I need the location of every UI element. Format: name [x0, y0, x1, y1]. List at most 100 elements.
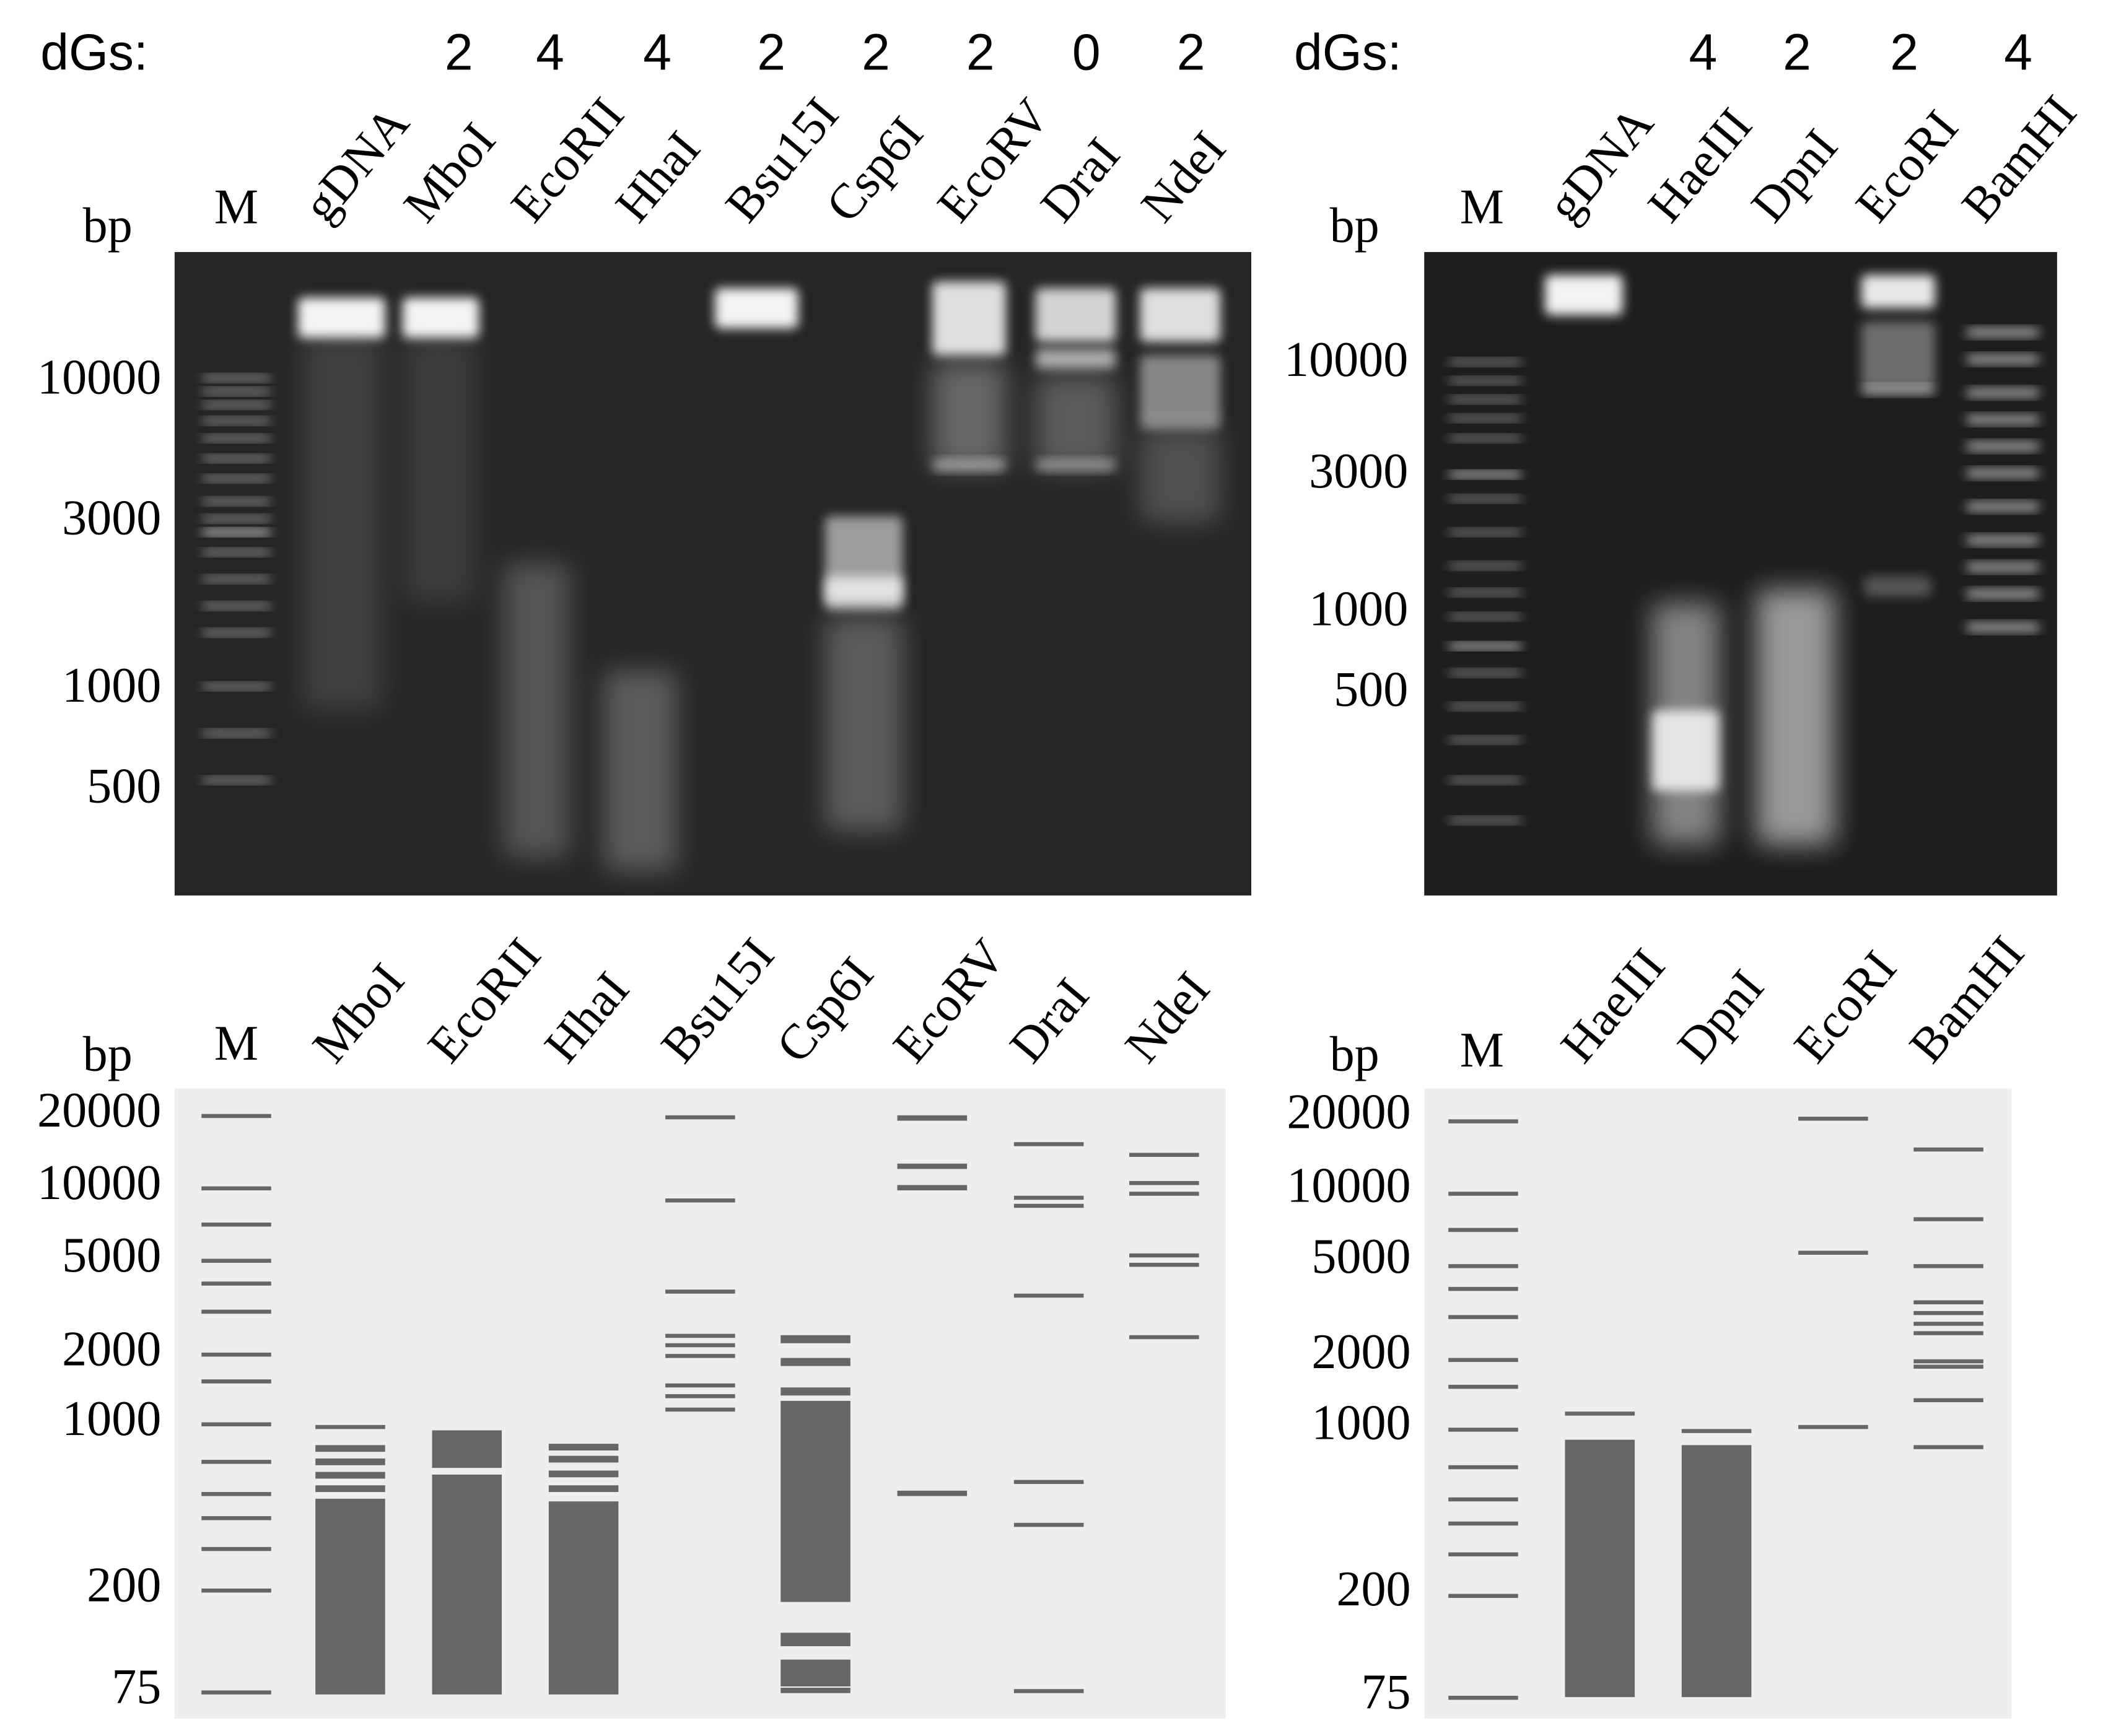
sim-band	[1913, 1311, 1983, 1315]
gel-band	[1448, 590, 1523, 596]
lane-label: Bsu15I	[715, 87, 849, 232]
sim-band	[1448, 1264, 1518, 1268]
sim-band	[665, 1394, 735, 1398]
sim-band	[665, 1289, 735, 1294]
lane-label: gDNA	[1537, 96, 1664, 232]
gel-band	[201, 529, 271, 535]
sim-band	[780, 1387, 850, 1396]
gel-band	[824, 576, 903, 604]
lane-label: Csp6I	[766, 947, 884, 1073]
gel-band	[1448, 415, 1523, 421]
gel-band	[1864, 576, 1931, 597]
sim-band	[1448, 1358, 1518, 1363]
sim-band	[1681, 1429, 1752, 1433]
sim-band	[201, 1186, 271, 1191]
gel-band	[201, 455, 271, 461]
gel-band	[1140, 355, 1221, 429]
sim-band	[780, 1633, 850, 1646]
dgs-value: 4	[536, 25, 564, 81]
sim-band	[1448, 1228, 1518, 1232]
sim-band	[1565, 1439, 1635, 1698]
size-label: 500	[1334, 663, 1408, 717]
size-label: 1000	[62, 658, 161, 713]
sim-band	[1913, 1331, 1983, 1335]
sim-band	[315, 1498, 385, 1506]
sim-band	[897, 1185, 968, 1191]
sim-band	[1681, 1445, 1752, 1698]
sim-band	[780, 1688, 850, 1693]
lane-label: EcoRV	[883, 929, 1016, 1073]
sim-band	[897, 1163, 968, 1169]
size-label: 3000	[62, 491, 161, 546]
unit-label: bp	[83, 1027, 133, 1081]
sim-band	[201, 1281, 271, 1286]
lane-label: HhaI	[535, 962, 640, 1073]
size-label: 5000	[1311, 1229, 1410, 1284]
gel-band	[1448, 396, 1523, 403]
gel-band	[1965, 388, 2040, 397]
sim-band	[1913, 1359, 1983, 1364]
gel-band	[1861, 386, 1935, 395]
gel-band	[1035, 288, 1116, 342]
lane-label: M	[1460, 1023, 1504, 1078]
gel-band	[932, 460, 1006, 471]
dgs-value: 2	[757, 25, 785, 81]
sim-band	[1448, 1384, 1518, 1389]
sim-band	[315, 1424, 385, 1429]
dgs-label: dGs:	[40, 25, 148, 81]
sim-band	[201, 1379, 271, 1384]
lane-label: M	[1460, 180, 1504, 234]
sim-band	[201, 1223, 271, 1227]
sim-band	[1913, 1322, 1983, 1326]
lane-label: EcoRI	[1845, 100, 1969, 232]
sim-band	[1448, 1552, 1518, 1556]
gel-band	[1448, 818, 1523, 823]
gel-band	[1035, 460, 1116, 471]
size-label: 200	[87, 1558, 161, 1612]
sim-band	[1448, 1594, 1518, 1599]
gel-band	[1448, 704, 1523, 710]
lane-label: EcoRI	[1784, 941, 1907, 1073]
sim-band	[1129, 1262, 1199, 1267]
lane-label: M	[214, 1016, 258, 1071]
sim-band	[1448, 1192, 1518, 1196]
unit-label: bp	[83, 199, 133, 253]
size-label: 75	[1362, 1665, 1411, 1720]
gel-band	[603, 670, 678, 871]
sim-band	[548, 1485, 619, 1493]
gel-band	[201, 499, 271, 504]
sim-band	[548, 1455, 619, 1463]
gel-band	[1965, 536, 2040, 544]
sim-band	[780, 1659, 850, 1686]
size-label: 3000	[1309, 444, 1408, 499]
sim-band	[432, 1430, 502, 1468]
gel-band	[201, 402, 271, 408]
size-label: 1000	[62, 1392, 161, 1446]
sim-band	[548, 1501, 619, 1695]
lane-label: HaeIII	[1638, 98, 1763, 233]
size-label: 500	[87, 759, 161, 813]
lane-label: EcoRII	[501, 87, 634, 232]
gel-band	[402, 297, 479, 338]
gel-band	[1965, 623, 2040, 632]
sim-band	[1013, 1195, 1084, 1200]
gel-band	[1448, 378, 1523, 384]
gel-band	[201, 683, 271, 689]
sim-band	[1129, 1180, 1199, 1185]
dgs-value: 2	[966, 25, 995, 81]
sim-band	[665, 1198, 735, 1203]
sim-band	[780, 1335, 850, 1343]
gel-band	[715, 288, 798, 329]
sim-band	[315, 1445, 385, 1452]
size-label: 75	[111, 1660, 161, 1714]
lane-label: BamHI	[1899, 926, 2035, 1073]
dgs-value: 2	[1783, 25, 1811, 81]
lane-label: NdeI	[1115, 962, 1220, 1073]
dgs-value: 4	[643, 25, 671, 81]
size-label: 1000	[1309, 582, 1408, 637]
sim-band	[1129, 1253, 1199, 1258]
gel-band	[1140, 429, 1221, 523]
gel-band	[1448, 614, 1523, 619]
dgs-value: 4	[1689, 25, 1718, 81]
